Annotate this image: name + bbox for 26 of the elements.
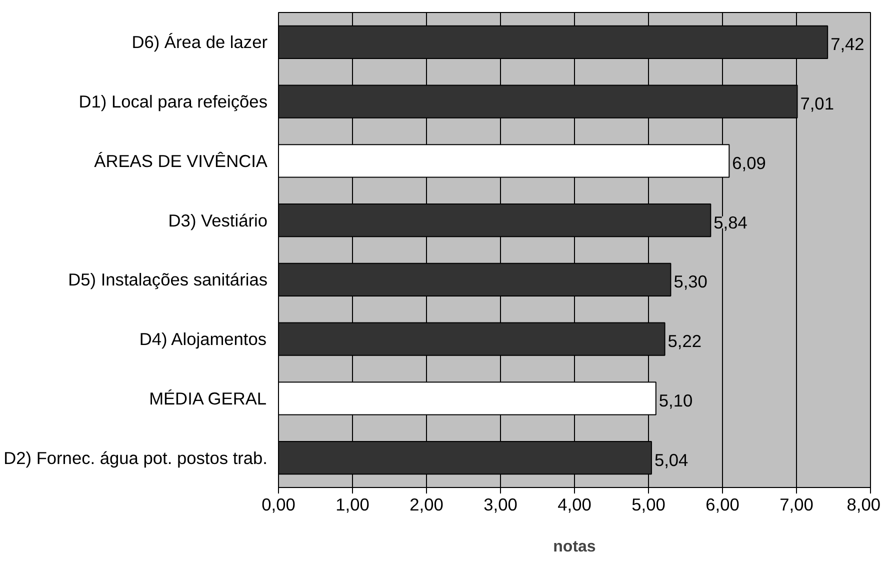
x-tick-label: 1,00 <box>336 494 370 514</box>
x-tick-label: 8,00 <box>846 494 881 514</box>
x-tick-label: 5,00 <box>632 494 666 514</box>
y-tick-label: D3) Vestiário <box>168 210 268 230</box>
data-label: 7,01 <box>800 94 834 114</box>
x-tick-label: 2,00 <box>410 494 444 514</box>
y-tick-label: MÉDIA GERAL <box>149 388 267 408</box>
x-tick-label: 7,00 <box>780 494 814 514</box>
data-label: 6,09 <box>732 152 766 173</box>
y-tick-label: D1) Local para refeições <box>78 92 268 112</box>
x-tick-label: 0,00 <box>262 494 296 514</box>
x-tick-label: 6,00 <box>706 494 740 514</box>
data-label: 5,84 <box>714 212 748 232</box>
y-tick-label: D6) Área de lazer <box>132 32 268 52</box>
y-tick-label: D5) Instalações sanitárias <box>68 270 268 290</box>
data-label: 5,10 <box>658 390 693 410</box>
y-tick-label: D2) Fornec. água pot. postos trab. <box>4 448 268 468</box>
data-label: 7,42 <box>830 34 864 54</box>
y-tick-label: ÁREAS DE VIVÊNCIA <box>94 150 268 171</box>
x-axis-title: notas <box>553 538 596 556</box>
data-label: 5,22 <box>668 331 702 352</box>
data-label: 5,04 <box>654 450 689 470</box>
x-tick-label: 3,00 <box>484 494 518 514</box>
y-tick-label: D4) Alojamentos <box>139 329 267 350</box>
data-label: 5,30 <box>674 272 708 292</box>
x-tick-label: 4,00 <box>558 494 592 514</box>
